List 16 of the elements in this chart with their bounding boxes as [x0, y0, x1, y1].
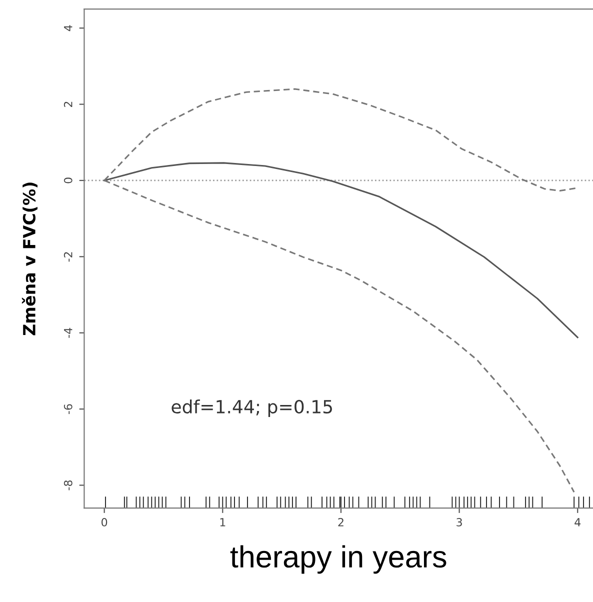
y-tick-label: -4	[64, 328, 72, 338]
x-tick-label: 3	[456, 518, 462, 526]
y-tick-label: -6	[64, 404, 72, 414]
y-tick-label: 4	[64, 25, 72, 32]
annotation: edf=1.44; p=0.15	[172, 400, 332, 418]
x-tick-label: 2	[338, 518, 344, 526]
y-tick-label: -8	[64, 480, 72, 490]
y-tick-label: -2	[64, 252, 72, 262]
y-tick-label: 2	[64, 102, 72, 107]
line-series	[104, 162, 578, 338]
x-axis-title: therapy in years	[230, 545, 446, 574]
x-tick-label: 1	[220, 518, 226, 526]
x-tick-label: 4	[574, 518, 581, 526]
y-tick-label: 0	[64, 178, 72, 184]
y-axis-title: Změna v FVC(%)	[22, 182, 38, 336]
x-tick-label: 0	[102, 518, 108, 526]
